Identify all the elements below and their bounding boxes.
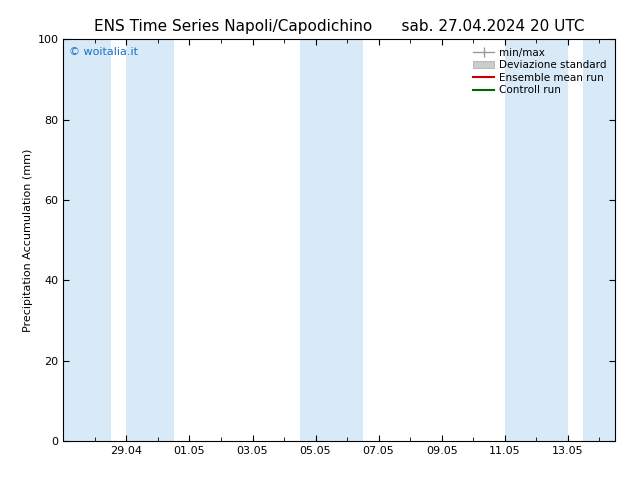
- Text: © woitalia.it: © woitalia.it: [69, 47, 138, 57]
- Y-axis label: Precipitation Accumulation (mm): Precipitation Accumulation (mm): [23, 148, 34, 332]
- Legend: min/max, Deviazione standard, Ensemble mean run, Controll run: min/max, Deviazione standard, Ensemble m…: [470, 45, 610, 98]
- Bar: [63, 39, 111, 441]
- Bar: [505, 39, 567, 441]
- Bar: [300, 39, 363, 441]
- Bar: [583, 39, 631, 441]
- Title: ENS Time Series Napoli/Capodichino      sab. 27.04.2024 20 UTC: ENS Time Series Napoli/Capodichino sab. …: [94, 19, 585, 34]
- Bar: [126, 39, 174, 441]
